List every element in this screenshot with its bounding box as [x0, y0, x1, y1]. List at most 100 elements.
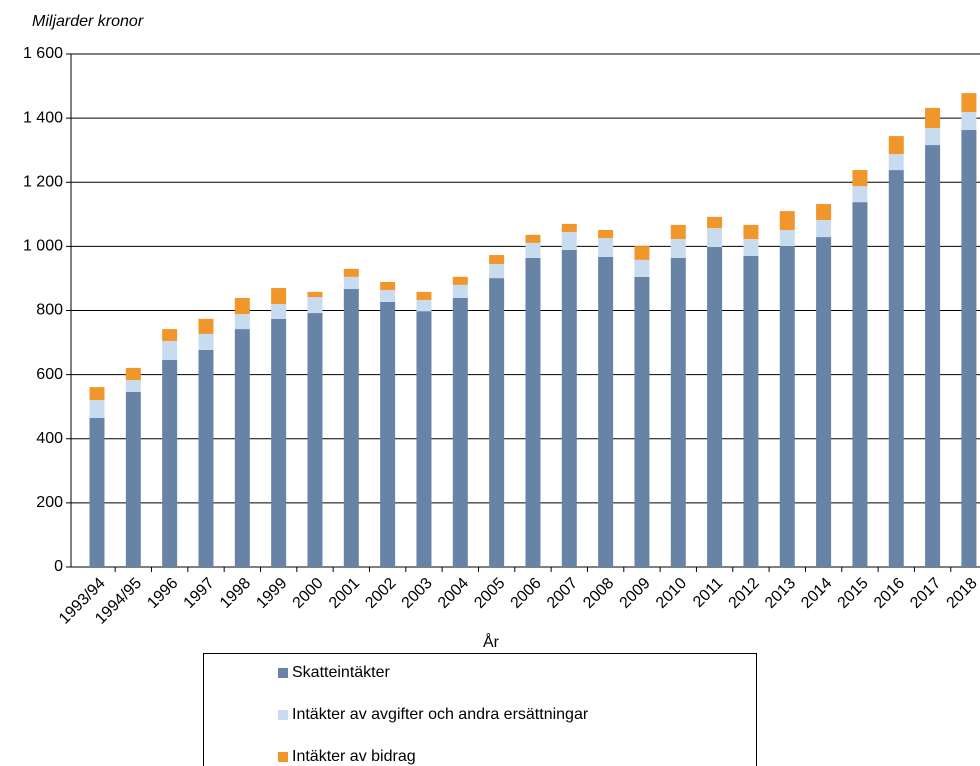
bar-segment	[125, 380, 141, 392]
bar-segment	[198, 349, 214, 567]
bar-segment	[125, 367, 141, 381]
x-tick-label: 2016	[871, 575, 908, 612]
y-tick-label: 200	[36, 494, 63, 511]
legend-label: Intäkter av bidrag	[292, 748, 416, 765]
bar-segment	[852, 170, 868, 187]
y-tick-label: 400	[36, 430, 63, 447]
bar-segment	[489, 255, 505, 265]
bar-segment	[343, 268, 359, 277]
bar-segment	[779, 211, 795, 231]
y-axis-label: Miljarder kronor	[32, 13, 144, 30]
x-tick-label: 2002	[362, 575, 399, 612]
bar-segment	[343, 276, 359, 290]
bar-segment	[670, 224, 686, 240]
x-tick-label: 1999	[253, 575, 290, 612]
bar-segment	[198, 318, 214, 334]
bar-segment	[961, 129, 977, 567]
legend-label: Skatteintäkter	[292, 664, 391, 681]
bar-segment	[634, 276, 650, 567]
bar-segment	[489, 264, 505, 279]
y-tick-label: 0	[54, 558, 63, 575]
bar-segment	[452, 297, 468, 567]
bar-segment	[162, 329, 178, 341]
bar-segment	[925, 128, 941, 146]
x-tick-label: 2018	[944, 575, 980, 612]
bar-segment	[961, 93, 977, 113]
y-tick-label: 1 400	[23, 109, 63, 126]
bar-segment	[162, 359, 178, 567]
y-tick-label: 800	[36, 302, 63, 319]
x-tick-label: 2013	[762, 575, 799, 612]
bar-segment	[561, 223, 577, 232]
bar-segment	[234, 297, 250, 315]
bar-segment	[816, 220, 832, 238]
bar-segment	[525, 234, 541, 243]
x-tick-label: 2001	[326, 575, 363, 612]
bar-segment	[162, 340, 178, 360]
x-tick-label: 1997	[181, 575, 218, 612]
x-tick-label: 2017	[907, 575, 944, 612]
bar-segment	[525, 257, 541, 567]
bar-segment	[561, 249, 577, 568]
bar-segment	[707, 216, 723, 229]
bar-segment	[380, 281, 396, 290]
x-tick-label: 2004	[435, 575, 472, 612]
bar-segment	[234, 329, 250, 567]
bar-segment	[525, 242, 541, 258]
bar-segment	[416, 291, 432, 300]
bar-segment	[598, 238, 614, 257]
y-tick-label: 600	[36, 366, 63, 383]
bar-segment	[307, 313, 323, 567]
bar-segment	[271, 288, 287, 305]
bar-segment	[380, 289, 396, 302]
bar-segment	[489, 278, 505, 567]
bar-segment	[561, 231, 577, 250]
bar-segment	[634, 259, 650, 277]
bar-segment	[779, 230, 795, 247]
bar-segment	[598, 256, 614, 567]
bar-segment	[852, 186, 868, 203]
bar-segment	[707, 228, 723, 248]
bar-segment	[816, 237, 832, 567]
x-tick-label: 1998	[217, 575, 254, 612]
bar-segment	[598, 230, 614, 239]
bar-segment	[925, 145, 941, 567]
bar-segment	[888, 136, 904, 155]
y-tick-label: 1 200	[23, 173, 63, 190]
bar-segment	[743, 224, 759, 240]
bar-segment	[198, 333, 214, 350]
bar-segment	[125, 391, 141, 567]
bar-segment	[343, 289, 359, 567]
x-tick-label: 2015	[835, 575, 872, 612]
x-tick-label: 2006	[508, 575, 545, 612]
bar-segment	[380, 301, 396, 567]
y-tick-label: 1 000	[23, 238, 63, 255]
bar-segment	[743, 239, 759, 256]
bar-segment	[452, 276, 468, 285]
bar-segment	[779, 246, 795, 567]
x-tick-label: 2012	[726, 575, 763, 612]
legend-swatch	[278, 668, 288, 678]
bar-segment	[89, 417, 105, 567]
bar-segment	[307, 297, 323, 314]
bar-segment	[271, 304, 287, 319]
bar-segment	[234, 314, 250, 330]
bar-segment	[307, 291, 323, 298]
bar-segment	[89, 387, 105, 400]
bar-segment	[670, 257, 686, 567]
bar-segment	[452, 284, 468, 298]
x-tick-label: 2009	[617, 575, 654, 612]
legend-swatch	[278, 752, 288, 762]
y-tick-label: 1 600	[23, 45, 63, 62]
legend-swatch	[278, 710, 288, 720]
bar-segment	[670, 239, 686, 258]
bar-segment	[888, 154, 904, 171]
bar-segment	[961, 112, 977, 130]
x-tick-label: 2008	[580, 575, 617, 612]
x-tick-label: 2014	[798, 575, 835, 612]
legend-box	[203, 653, 757, 766]
x-tick-label: 2003	[399, 575, 436, 612]
bar-segment	[888, 170, 904, 567]
bar-segment	[852, 202, 868, 567]
